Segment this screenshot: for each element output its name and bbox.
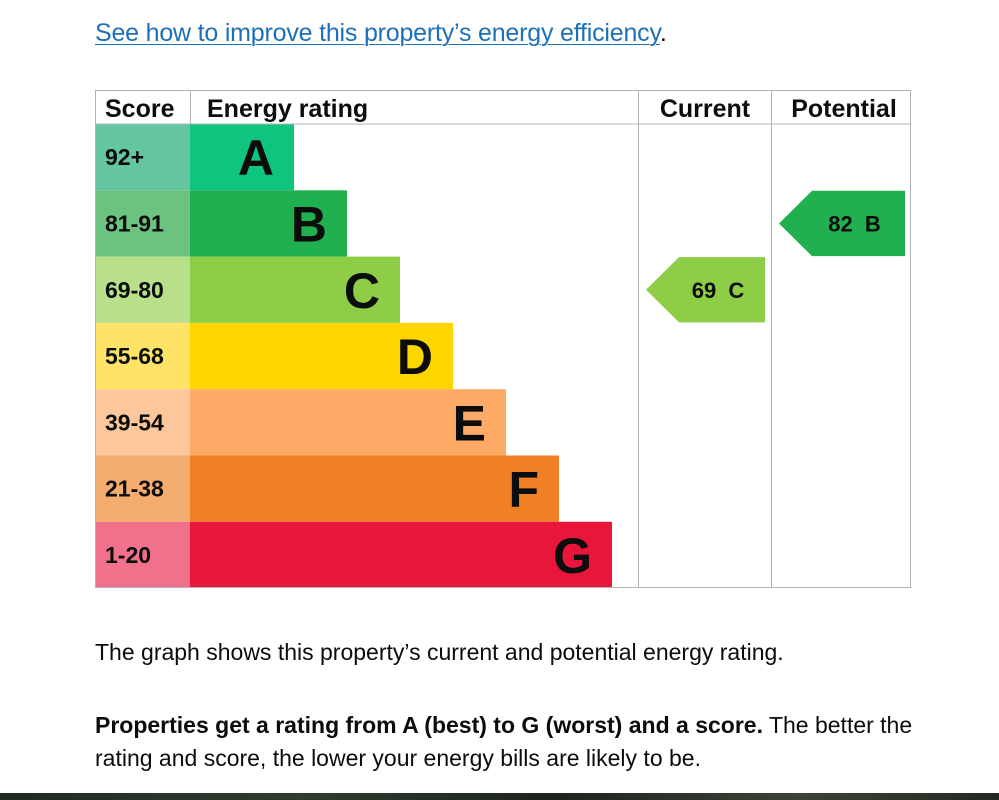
rating-bands: 92+ A 81-91 B 69-80 C 55-68 D 39-54 E 21-38 F 1-20 G <box>95 124 612 588</box>
rating-summary-rest: The better the rating and score, the low… <box>95 712 913 771</box>
header-score: Score <box>105 95 175 123</box>
header-energy-rating: Energy rating <box>207 95 368 123</box>
band-bar-f <box>190 455 559 522</box>
header-potential: Potential <box>791 95 897 123</box>
improve-energy-efficiency-link[interactable]: See how to improve this property’s energ… <box>95 19 660 47</box>
improve-link-period: . <box>659 19 667 47</box>
score-range-c: 69-80 <box>105 277 164 303</box>
page-footer-image-strip <box>0 793 999 800</box>
band-bar-g <box>190 521 612 588</box>
score-cell-d <box>95 322 190 390</box>
band-bar-b <box>190 190 347 257</box>
score-cell-g <box>95 521 190 588</box>
graph-description: The graph shows this property’s current … <box>95 639 784 665</box>
score-range-b: 81-91 <box>105 210 164 236</box>
rating-summary-bold: Properties get a rating from A (best) to… <box>95 712 763 738</box>
band-letter-b: B <box>291 196 327 252</box>
band-row-c: 69-80 C <box>95 256 400 323</box>
band-row-b: 81-91 B <box>95 190 347 257</box>
table-border <box>95 90 911 588</box>
rating-arrows: 69 C 82 B <box>646 190 905 323</box>
band-bar-d <box>190 322 453 390</box>
rating-summary: Properties get a rating from A (best) to… <box>95 709 925 775</box>
potential-rating-label: 82 B <box>828 211 881 236</box>
band-letter-e: E <box>453 395 486 451</box>
energy-rating-svg: Score Energy rating Current Potential 92… <box>95 90 911 588</box>
table-header: Score Energy rating Current Potential <box>105 95 897 123</box>
band-row-a: 92+ A <box>95 124 294 191</box>
score-range-a: 92+ <box>105 144 144 170</box>
band-letter-d: D <box>397 329 433 385</box>
score-range-f: 21-38 <box>105 476 164 502</box>
energy-rating-graph: Score Energy rating Current Potential 92… <box>95 90 911 588</box>
score-cell-c <box>95 256 190 323</box>
score-cell-b <box>95 190 190 257</box>
table-gridlines <box>95 90 911 588</box>
score-range-d: 55-68 <box>105 343 164 369</box>
current-arrow <box>646 257 765 323</box>
score-range-e: 39-54 <box>105 409 164 435</box>
band-bar-e <box>190 389 506 456</box>
band-letter-c: C <box>344 263 380 319</box>
band-bar-c <box>190 256 400 323</box>
improve-link-line: See how to improve this property’s energ… <box>95 16 667 50</box>
band-row-e: 39-54 E <box>95 389 506 456</box>
band-row-d: 55-68 D <box>95 322 453 390</box>
current-rating-label: 69 C <box>692 278 745 303</box>
score-cell-a <box>95 124 190 191</box>
potential-arrow <box>779 190 905 257</box>
band-row-f: 21-38 F <box>95 455 559 522</box>
band-letter-g: G <box>553 528 592 584</box>
score-cell-f <box>95 455 190 522</box>
score-range-g: 1-20 <box>105 542 151 568</box>
band-letter-a: A <box>238 130 274 186</box>
band-letter-f: F <box>508 462 539 518</box>
score-cell-e <box>95 389 190 456</box>
band-row-g: 1-20 G <box>95 521 612 588</box>
header-current: Current <box>660 95 751 123</box>
band-bar-a <box>190 124 294 191</box>
